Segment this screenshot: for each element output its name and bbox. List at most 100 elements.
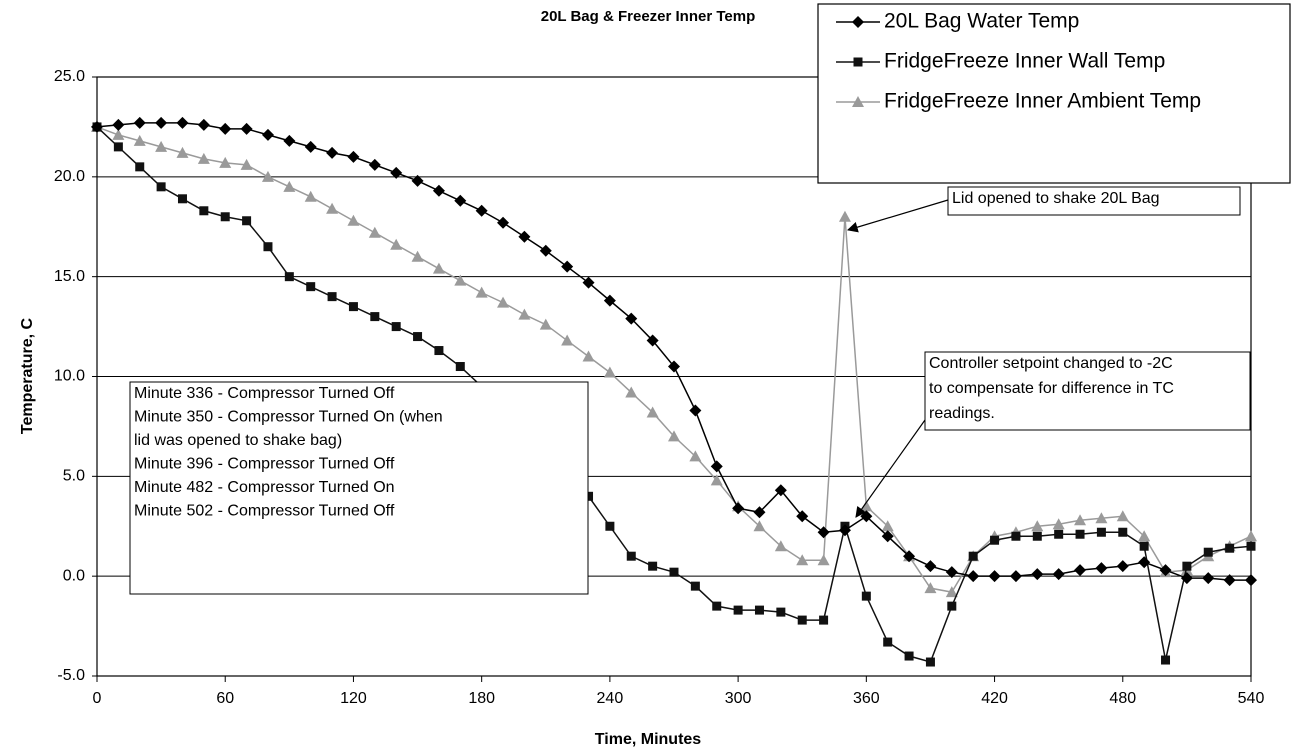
data-point (155, 140, 168, 152)
data-point (497, 296, 510, 308)
data-point (539, 318, 552, 330)
data-point (199, 206, 209, 216)
data-point (1223, 574, 1236, 587)
data-point (796, 554, 809, 566)
annotation-arrow (846, 199, 949, 233)
annotation-text: Minute 336 - Compressor Turned Off (134, 385, 395, 402)
y-axis-label: Temperature, C (19, 317, 36, 434)
x-tick-label: 60 (216, 690, 234, 707)
data-point (1161, 655, 1171, 665)
data-point (1116, 510, 1129, 522)
data-point (1011, 531, 1021, 541)
plot-area (96, 76, 1252, 677)
data-point (1095, 512, 1108, 524)
data-point (475, 286, 488, 298)
data-point (817, 526, 830, 539)
annotation-text: Minute 502 - Compressor Turned Off (134, 503, 395, 520)
data-point (561, 260, 574, 273)
data-point (284, 272, 294, 282)
y-tick-label: 5.0 (63, 468, 85, 485)
annotation-text: Lid opened to shake 20L Bag (952, 190, 1160, 207)
data-point (283, 134, 296, 147)
data-point (668, 360, 680, 373)
data-point (327, 292, 337, 302)
y-tick-label: -5.0 (57, 667, 85, 684)
annotation-box (947, 186, 1241, 216)
data-point (1095, 562, 1108, 575)
data-point (603, 366, 616, 378)
data-point (263, 242, 273, 252)
x-tick-label: 540 (1238, 690, 1265, 707)
x-tick-label: 120 (340, 690, 367, 707)
data-point (1031, 520, 1044, 532)
data-point (689, 450, 702, 462)
data-point (413, 332, 423, 342)
data-point (177, 194, 187, 204)
data-point (1139, 541, 1149, 551)
x-tick-label: 300 (725, 690, 752, 707)
data-point (283, 180, 296, 192)
data-point (197, 118, 210, 131)
x-tick-label: 420 (981, 690, 1008, 707)
data-point (1138, 530, 1151, 542)
data-point (326, 146, 339, 159)
data-point (390, 238, 403, 250)
data-point (967, 570, 980, 583)
data-point (432, 262, 445, 274)
data-point (135, 162, 145, 172)
data-point (455, 362, 465, 372)
data-point (710, 460, 723, 473)
data-point (732, 502, 745, 515)
data-point (518, 230, 531, 243)
annotation-box (924, 351, 1251, 431)
data-point (156, 182, 166, 192)
data-point (219, 122, 232, 135)
y-tick-label: 20.0 (54, 168, 85, 185)
data-point (1203, 547, 1213, 557)
data-point (197, 152, 210, 164)
data-point (690, 581, 700, 591)
data-point (112, 128, 125, 140)
data-point (1159, 564, 1172, 577)
data-point (454, 274, 467, 286)
data-point (881, 530, 894, 543)
x-tick-label: 360 (853, 690, 880, 707)
data-point (646, 406, 659, 418)
legend-marker (852, 16, 864, 28)
data-point (390, 166, 403, 179)
data-point (475, 204, 488, 217)
data-point (1138, 556, 1151, 569)
data-point (626, 551, 636, 561)
data-point (1096, 527, 1106, 537)
data-point (1032, 531, 1042, 541)
data-point (561, 334, 574, 346)
data-point (1116, 560, 1129, 573)
data-point (219, 156, 232, 168)
data-point (689, 404, 702, 417)
data-point (861, 591, 871, 601)
data-point (753, 506, 766, 519)
data-point (326, 202, 339, 214)
data-point (176, 146, 189, 158)
data-point (945, 566, 958, 579)
x-axis-label: Time, Minutes (595, 731, 701, 748)
data-point (518, 308, 531, 320)
data-point (797, 615, 807, 625)
data-point (368, 226, 381, 238)
data-point (113, 142, 123, 152)
annotation-arrow (855, 419, 926, 518)
data-point (1052, 568, 1065, 581)
annotation-text: readings. (929, 405, 995, 422)
data-point (796, 510, 809, 523)
data-point (625, 386, 638, 398)
data-point (710, 474, 723, 486)
annotation-box (129, 381, 589, 595)
data-point (582, 350, 595, 362)
data-point (261, 170, 274, 182)
data-point (155, 116, 168, 129)
data-point (838, 524, 851, 537)
data-point (1118, 527, 1128, 537)
data-point (370, 312, 380, 322)
data-point (817, 554, 830, 566)
